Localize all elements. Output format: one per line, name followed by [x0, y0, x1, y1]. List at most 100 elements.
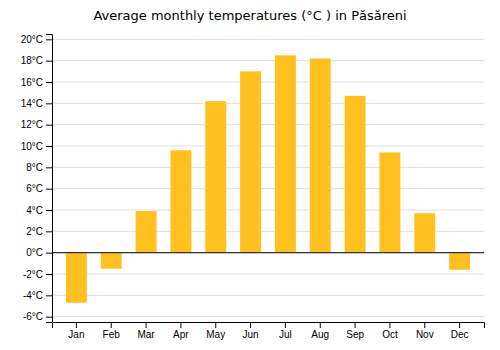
bar	[101, 253, 122, 269]
tick-label: Oct	[382, 329, 398, 340]
tick-mark	[320, 322, 321, 328]
tick-mark	[46, 231, 52, 232]
tick-mark	[46, 61, 52, 62]
grid-line	[52, 39, 484, 40]
tick-label: May	[206, 329, 225, 340]
tick: Jul	[279, 322, 292, 340]
tick-mark	[46, 317, 52, 318]
tick-mark	[46, 103, 52, 104]
axis-domain	[46, 35, 53, 323]
tick-mark	[46, 274, 52, 275]
tick: Aug	[311, 322, 329, 340]
grid-line	[52, 124, 484, 125]
tick: Feb	[103, 322, 121, 340]
grid	[52, 39, 484, 316]
tick-label: -2°C	[23, 269, 43, 280]
tick-mark	[355, 322, 356, 328]
tick: 10°C	[21, 141, 52, 152]
tick-label: Jan	[68, 329, 84, 340]
tick: 12°C	[21, 119, 52, 130]
tick-label: 16°C	[21, 77, 43, 88]
tick: -4°C	[23, 290, 52, 301]
y-axis: -6°C -4°C -2°C 0°C 2°C 4°C 6°C 8°C 10°C 12°C 14°C 1…	[21, 34, 53, 322]
tick: Nov	[416, 322, 434, 340]
tick-mark	[146, 322, 147, 328]
tick-label: 10°C	[21, 141, 43, 152]
tick: Jun	[243, 322, 259, 340]
tick: Sep	[346, 322, 364, 340]
tick: May	[206, 322, 225, 340]
grid-line	[52, 167, 484, 168]
tick-label: 20°C	[21, 34, 43, 45]
axis-domain	[53, 323, 485, 329]
tick: Mar	[137, 322, 155, 340]
chart: Average monthly temperatures (°C ) in Pă…	[0, 0, 500, 350]
tick: Apr	[173, 322, 189, 340]
grid-line	[52, 210, 484, 211]
tick-label: Apr	[173, 329, 189, 340]
x-axis: Jan Feb Mar Apr May Jun Jul Aug Sep Oct Nov Dec	[53, 322, 485, 340]
grid-line	[52, 146, 484, 147]
tick: 14°C	[21, 98, 52, 109]
bar	[170, 150, 191, 252]
grid-line	[52, 274, 484, 275]
grid-line	[52, 316, 484, 317]
tick: -6°C	[23, 311, 52, 322]
grid-line	[52, 252, 484, 253]
tick-label: Nov	[416, 329, 434, 340]
tick-label: Jul	[279, 329, 292, 340]
grid-line	[52, 188, 484, 189]
tick: -2°C	[23, 269, 52, 280]
tick-mark	[46, 295, 52, 296]
bar	[414, 213, 435, 252]
tick-label: Mar	[137, 329, 155, 340]
grid-line	[52, 295, 484, 296]
tick: 0°C	[26, 247, 52, 258]
grid-line	[52, 103, 484, 104]
title: Average monthly temperatures (°C ) in Pă…	[93, 8, 406, 23]
tick: 20°C	[21, 34, 52, 45]
tick: Dec	[451, 322, 469, 340]
tick-mark	[46, 253, 52, 254]
grid-line	[52, 82, 484, 83]
tick: 18°C	[21, 55, 52, 66]
tick-mark	[285, 322, 286, 328]
tick: 2°C	[26, 226, 52, 237]
tick-mark	[250, 322, 251, 328]
tick: 8°C	[26, 162, 52, 173]
tick-mark	[215, 322, 216, 328]
bar	[345, 96, 366, 253]
tick: 16°C	[21, 77, 52, 88]
tick-label: 18°C	[21, 55, 43, 66]
bar	[136, 211, 157, 253]
tick: Jan	[68, 322, 84, 340]
tick-label: 12°C	[21, 119, 43, 130]
tick-mark	[46, 167, 52, 168]
tick-label: 6°C	[26, 183, 43, 194]
bar	[379, 152, 400, 252]
tick-mark	[46, 125, 52, 126]
tick-label: 4°C	[26, 205, 43, 216]
tick: 4°C	[26, 205, 52, 216]
tick: Oct	[382, 322, 398, 340]
tick-label: 14°C	[21, 98, 43, 109]
bar	[240, 71, 261, 252]
bar	[66, 253, 87, 303]
tick-label: Dec	[451, 329, 469, 340]
tick-label: -4°C	[23, 290, 43, 301]
bar	[275, 55, 296, 252]
tick-label: Feb	[103, 329, 121, 340]
tick-mark	[180, 322, 181, 328]
zero-line	[52, 252, 484, 253]
tick-label: Jun	[243, 329, 259, 340]
tick-mark	[46, 189, 52, 190]
tick-mark	[111, 322, 112, 328]
tick-mark	[46, 39, 52, 40]
tick-label: 0°C	[26, 247, 43, 258]
bar	[310, 59, 331, 253]
tick-mark	[46, 82, 52, 83]
tick-mark	[76, 322, 77, 328]
tick-mark	[459, 322, 460, 328]
tick-label: -6°C	[23, 311, 43, 322]
tick: 6°C	[26, 183, 52, 194]
